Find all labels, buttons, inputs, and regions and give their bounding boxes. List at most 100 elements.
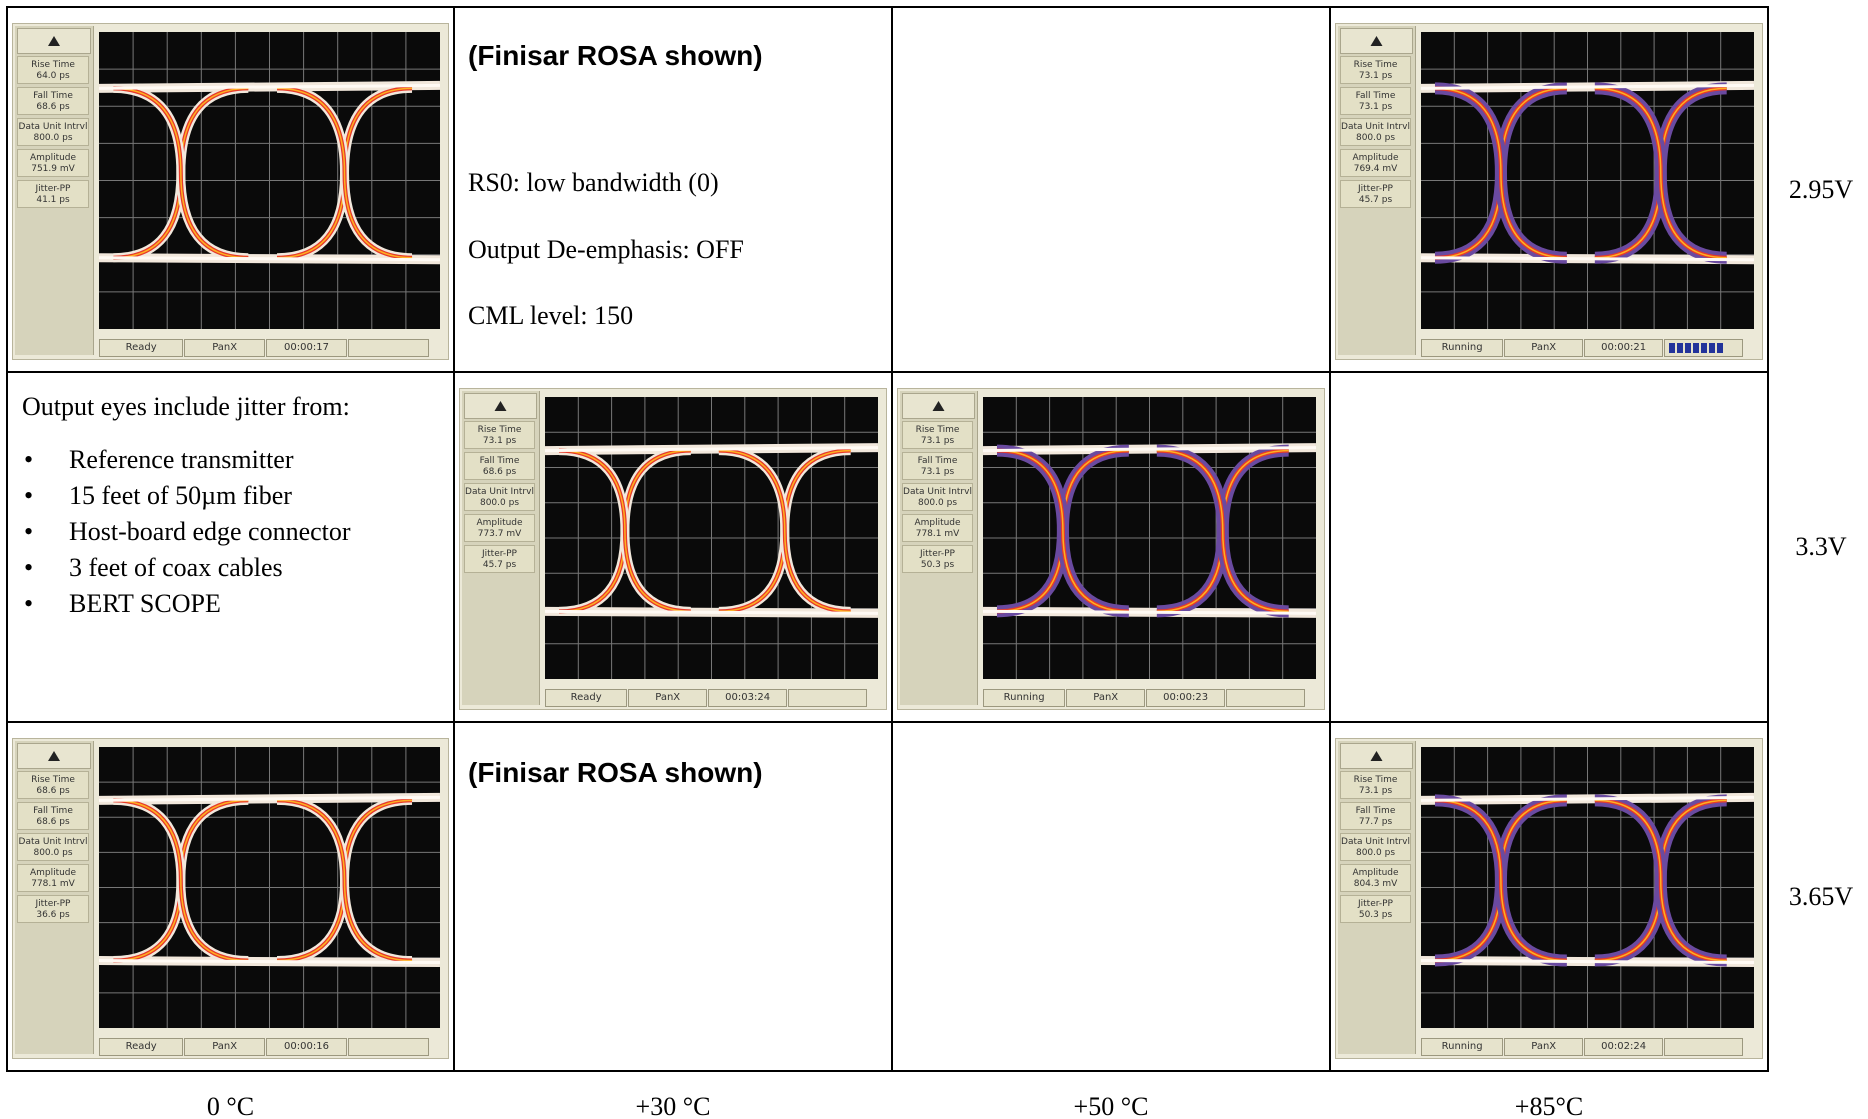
measurement-label: Amplitude bbox=[465, 518, 534, 529]
measurement-value: 778.1 mV bbox=[903, 529, 972, 540]
status-box: 00:00:21 bbox=[1584, 339, 1663, 357]
jitter-item: 15 feet of 50µm fiber bbox=[69, 481, 292, 511]
table-border bbox=[6, 371, 1769, 373]
status-box bbox=[1226, 689, 1305, 707]
table-border bbox=[1329, 6, 1331, 1072]
arrow-icon bbox=[18, 744, 90, 768]
scope-window: Rise Time73.1 psFall Time73.1 psData Uni… bbox=[1335, 23, 1763, 360]
measurement-label: Fall Time bbox=[1341, 806, 1410, 817]
eye-diagram bbox=[1421, 32, 1754, 329]
measurement-value: 73.1 ps bbox=[1341, 71, 1410, 82]
measurement-label: Jitter-PP bbox=[1341, 184, 1410, 195]
column-label: +30 °C bbox=[573, 1092, 773, 1119]
progress-block bbox=[1709, 343, 1715, 353]
measurement-label: Rise Time bbox=[465, 425, 534, 436]
status-box: 00:00:23 bbox=[1146, 689, 1225, 707]
measurement-value: 800.0 ps bbox=[903, 498, 972, 509]
measurement-label: Jitter-PP bbox=[1341, 899, 1410, 910]
measurement: Jitter-PP45.7 ps bbox=[1340, 180, 1411, 208]
measurement-label: Rise Time bbox=[1341, 60, 1410, 71]
measurement-label: Rise Time bbox=[1341, 775, 1410, 786]
scroll-button bbox=[902, 393, 975, 419]
measurement: Jitter-PP50.3 ps bbox=[1340, 895, 1411, 923]
scroll-button bbox=[17, 28, 91, 54]
measurement-label: Amplitude bbox=[18, 868, 88, 879]
eye-diagram bbox=[545, 397, 878, 679]
arrow bbox=[495, 401, 507, 411]
measurement-value: 77.7 ps bbox=[1341, 817, 1410, 828]
status-box: 00:00:17 bbox=[266, 339, 347, 357]
measurement-value: 800.0 ps bbox=[1341, 133, 1410, 144]
progress-block bbox=[1669, 343, 1675, 353]
setting-line: RS0: low bandwidth (0) bbox=[468, 168, 719, 198]
eye-diagram bbox=[99, 32, 440, 329]
scroll-button bbox=[17, 743, 91, 769]
table-border bbox=[6, 1070, 1769, 1072]
row-label: 3.65V bbox=[1778, 882, 1864, 912]
progress-block bbox=[1717, 343, 1723, 353]
measurement: Data Unit Intrvl800.0 ps bbox=[1340, 833, 1411, 861]
measurement-value: 50.3 ps bbox=[1341, 910, 1410, 921]
status-box: PanX bbox=[1066, 689, 1145, 707]
status-box: Running bbox=[983, 689, 1065, 707]
scroll-button bbox=[1340, 743, 1413, 769]
measurement-value: 73.1 ps bbox=[903, 467, 972, 478]
jitter-intro: Output eyes include jitter from: bbox=[22, 392, 350, 422]
column-label: +85°C bbox=[1449, 1092, 1649, 1119]
status-box: Running bbox=[1421, 339, 1503, 357]
measurement-value: 73.1 ps bbox=[465, 436, 534, 447]
jitter-item: Reference transmitter bbox=[69, 445, 294, 475]
measurement-value: 773.7 mV bbox=[465, 529, 534, 540]
measurement-value: 68.6 ps bbox=[465, 467, 534, 478]
status-box bbox=[788, 689, 867, 707]
jitter-item: Host-board edge connector bbox=[69, 517, 351, 547]
measurement-value: 73.1 ps bbox=[903, 436, 972, 447]
measurement-value: 45.7 ps bbox=[1341, 195, 1410, 206]
measurement-value: 41.1 ps bbox=[18, 195, 88, 206]
row-label: 2.95V bbox=[1778, 175, 1864, 205]
arrow-icon bbox=[18, 29, 90, 53]
eye-diagram bbox=[99, 747, 440, 1028]
arrow-icon bbox=[1341, 744, 1412, 768]
row-label: 3.3V bbox=[1778, 532, 1864, 562]
measurement-label: Amplitude bbox=[903, 518, 972, 529]
measurement-value: 751.9 mV bbox=[18, 164, 88, 175]
measurement-label: Rise Time bbox=[903, 425, 972, 436]
arrow bbox=[933, 401, 945, 411]
measurement: Rise Time73.1 ps bbox=[1340, 56, 1411, 84]
status-box: PanX bbox=[1504, 339, 1583, 357]
measurement-label: Jitter-PP bbox=[465, 549, 534, 560]
measurement-label: Amplitude bbox=[18, 153, 88, 164]
arrow bbox=[48, 751, 60, 761]
measurement-value: 68.6 ps bbox=[18, 786, 88, 797]
status-box bbox=[348, 1038, 429, 1056]
measurement-label: Data Unit Intrvl bbox=[18, 122, 88, 133]
measurement-value: 800.0 ps bbox=[1341, 848, 1410, 859]
measurement-label: Fall Time bbox=[465, 456, 534, 467]
status-box: 00:00:16 bbox=[266, 1038, 347, 1056]
status-box bbox=[1664, 339, 1743, 357]
measurement-label: Fall Time bbox=[18, 806, 88, 817]
measurement: Amplitude769.4 mV bbox=[1340, 149, 1411, 177]
arrow bbox=[1371, 36, 1383, 46]
measurement-value: 36.6 ps bbox=[18, 910, 88, 921]
status-box: Ready bbox=[99, 339, 183, 357]
status-box bbox=[348, 339, 429, 357]
scope-window: Rise Time73.1 ps Fall Time77.7 ps Data Uni… bbox=[1335, 738, 1763, 1059]
note-title: (Finisar ROSA shown) bbox=[468, 40, 763, 72]
measurement-label: Fall Time bbox=[903, 456, 972, 467]
measurement-value: 800.0 ps bbox=[465, 498, 534, 509]
table-border bbox=[6, 6, 1769, 8]
status-box: Ready bbox=[99, 1038, 183, 1056]
